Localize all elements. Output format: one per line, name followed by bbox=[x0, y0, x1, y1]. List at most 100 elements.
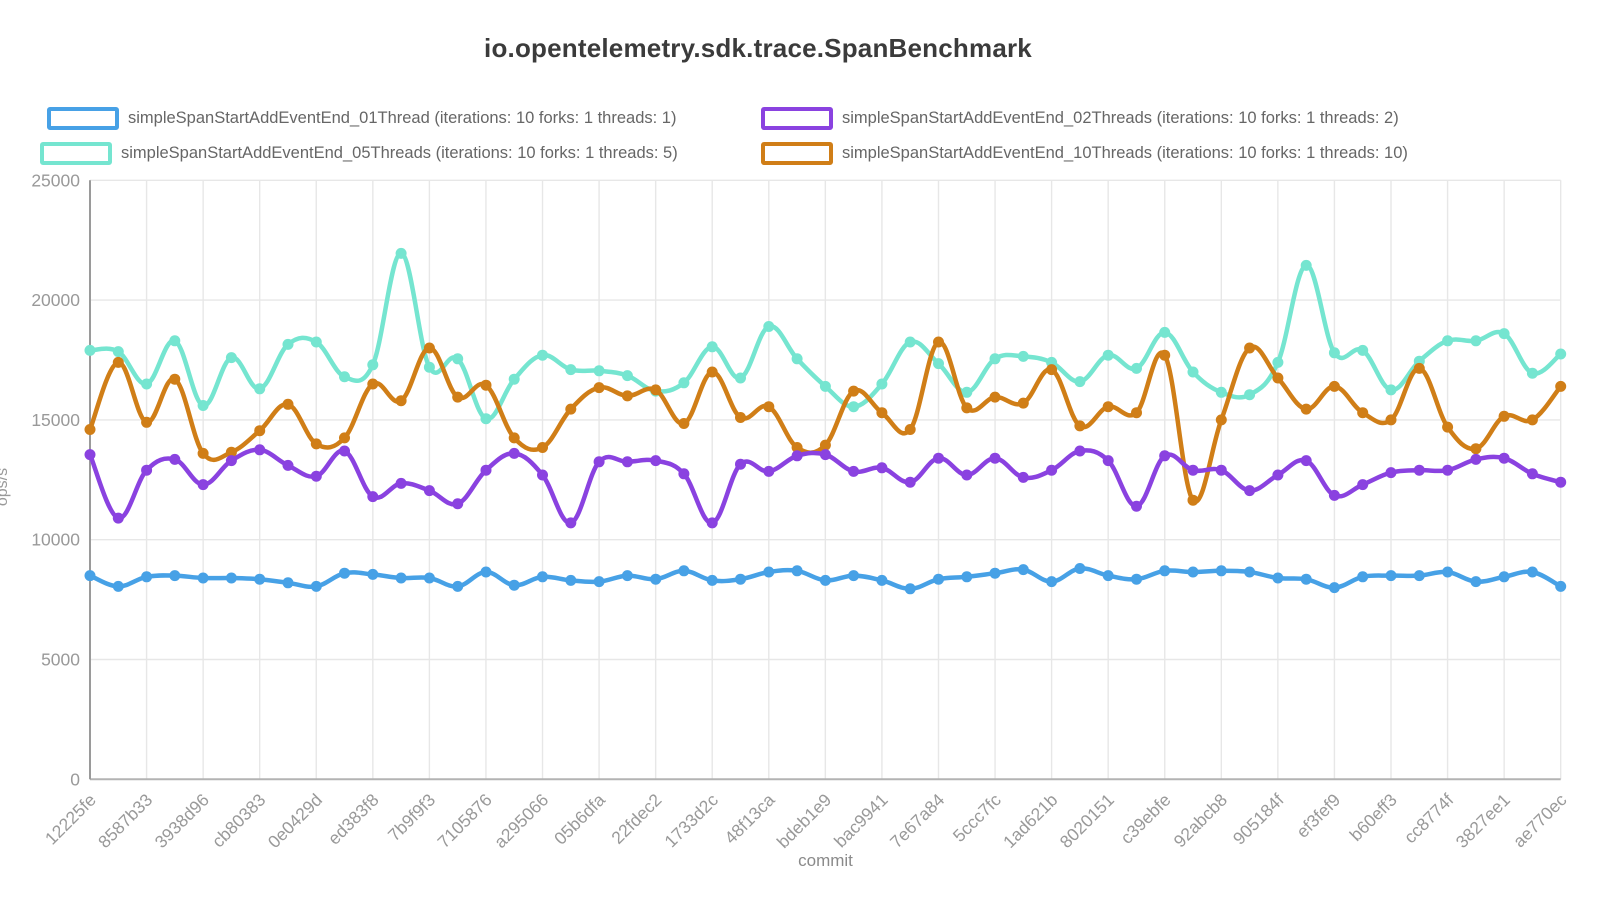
data-point[interactable] bbox=[763, 566, 775, 578]
data-point[interactable] bbox=[367, 568, 379, 580]
data-point[interactable] bbox=[452, 391, 464, 403]
data-point[interactable] bbox=[1328, 582, 1340, 594]
data-point[interactable] bbox=[225, 352, 237, 364]
data-point[interactable] bbox=[961, 386, 973, 398]
data-point[interactable] bbox=[197, 447, 209, 459]
data-point[interactable] bbox=[1187, 366, 1199, 378]
data-point[interactable] bbox=[678, 377, 690, 389]
data-point[interactable] bbox=[1244, 485, 1256, 497]
data-point[interactable] bbox=[593, 456, 605, 468]
data-point[interactable] bbox=[1017, 471, 1029, 483]
data-point[interactable] bbox=[1385, 384, 1397, 396]
data-point[interactable] bbox=[1102, 455, 1114, 467]
data-point[interactable] bbox=[876, 407, 888, 419]
data-point[interactable] bbox=[1017, 397, 1029, 409]
data-point[interactable] bbox=[961, 402, 973, 414]
data-point[interactable] bbox=[1074, 563, 1086, 574]
data-point[interactable] bbox=[1328, 489, 1340, 501]
data-point[interactable] bbox=[480, 413, 492, 425]
data-point[interactable] bbox=[84, 424, 96, 435]
data-point[interactable] bbox=[1102, 401, 1114, 413]
data-point[interactable] bbox=[1470, 453, 1482, 465]
data-point[interactable] bbox=[1498, 571, 1510, 583]
data-point[interactable] bbox=[395, 477, 407, 489]
data-point[interactable] bbox=[508, 432, 520, 444]
data-point[interactable] bbox=[367, 491, 379, 503]
data-point[interactable] bbox=[395, 572, 407, 584]
data-point[interactable] bbox=[933, 336, 944, 348]
data-point[interactable] bbox=[1017, 350, 1029, 362]
data-point[interactable] bbox=[339, 445, 350, 457]
data-point[interactable] bbox=[1272, 356, 1284, 368]
data-point[interactable] bbox=[1215, 386, 1227, 398]
data-point[interactable] bbox=[254, 425, 266, 437]
data-point[interactable] bbox=[650, 573, 662, 585]
data-point[interactable] bbox=[112, 346, 124, 358]
data-point[interactable] bbox=[1131, 573, 1142, 585]
data-point[interactable] bbox=[791, 450, 803, 462]
data-point[interactable] bbox=[876, 574, 888, 586]
data-point[interactable] bbox=[1413, 570, 1425, 582]
data-point[interactable] bbox=[1328, 347, 1340, 359]
data-point[interactable] bbox=[678, 565, 690, 577]
data-point[interactable] bbox=[1244, 566, 1256, 578]
data-point[interactable] bbox=[1102, 349, 1114, 361]
data-point[interactable] bbox=[1526, 414, 1538, 426]
data-point[interactable] bbox=[961, 469, 973, 481]
data-point[interactable] bbox=[1413, 362, 1425, 374]
data-point[interactable] bbox=[1017, 564, 1029, 576]
data-point[interactable] bbox=[848, 385, 860, 397]
data-point[interactable] bbox=[480, 379, 492, 391]
data-point[interactable] bbox=[1442, 335, 1454, 347]
data-point[interactable] bbox=[537, 349, 548, 361]
data-point[interactable] bbox=[310, 438, 322, 450]
data-point[interactable] bbox=[593, 365, 605, 377]
data-point[interactable] bbox=[1442, 566, 1454, 578]
data-point[interactable] bbox=[1074, 420, 1086, 432]
data-point[interactable] bbox=[1442, 421, 1454, 433]
data-point[interactable] bbox=[791, 353, 803, 365]
data-point[interactable] bbox=[848, 401, 860, 413]
data-point[interactable] bbox=[1357, 479, 1369, 491]
data-point[interactable] bbox=[537, 469, 548, 481]
data-point[interactable] bbox=[1046, 464, 1058, 476]
data-point[interactable] bbox=[1385, 570, 1397, 582]
data-point[interactable] bbox=[621, 370, 633, 382]
data-point[interactable] bbox=[84, 570, 96, 582]
data-point[interactable] bbox=[650, 384, 662, 396]
data-point[interactable] bbox=[735, 372, 746, 384]
data-point[interactable] bbox=[1272, 469, 1284, 481]
data-point[interactable] bbox=[1555, 348, 1567, 360]
data-point[interactable] bbox=[593, 576, 605, 588]
data-point[interactable] bbox=[508, 373, 520, 385]
data-point[interactable] bbox=[423, 572, 435, 584]
data-point[interactable] bbox=[423, 361, 435, 373]
data-point[interactable] bbox=[904, 583, 916, 595]
data-point[interactable] bbox=[1413, 464, 1425, 476]
data-point[interactable] bbox=[706, 517, 718, 529]
data-point[interactable] bbox=[735, 458, 746, 470]
data-point[interactable] bbox=[537, 571, 548, 583]
data-point[interactable] bbox=[1498, 410, 1510, 422]
data-point[interactable] bbox=[763, 465, 775, 477]
data-point[interactable] bbox=[112, 512, 124, 524]
data-point[interactable] bbox=[1215, 414, 1227, 426]
data-point[interactable] bbox=[706, 366, 718, 378]
data-point[interactable] bbox=[989, 452, 1001, 464]
data-point[interactable] bbox=[452, 580, 464, 592]
data-point[interactable] bbox=[1215, 565, 1227, 577]
data-point[interactable] bbox=[225, 446, 237, 458]
data-point[interactable] bbox=[1470, 335, 1482, 347]
data-point[interactable] bbox=[565, 364, 577, 376]
data-point[interactable] bbox=[735, 412, 746, 423]
data-point[interactable] bbox=[1442, 464, 1454, 476]
data-point[interactable] bbox=[961, 571, 973, 583]
data-point[interactable] bbox=[452, 498, 464, 510]
legend-item-2[interactable]: simpleSpanStartAddEventEnd_05Threads (it… bbox=[40, 142, 678, 165]
data-point[interactable] bbox=[933, 573, 944, 585]
data-point[interactable] bbox=[197, 572, 209, 584]
data-point[interactable] bbox=[367, 359, 379, 371]
data-point[interactable] bbox=[310, 336, 322, 348]
data-point[interactable] bbox=[1046, 364, 1058, 376]
